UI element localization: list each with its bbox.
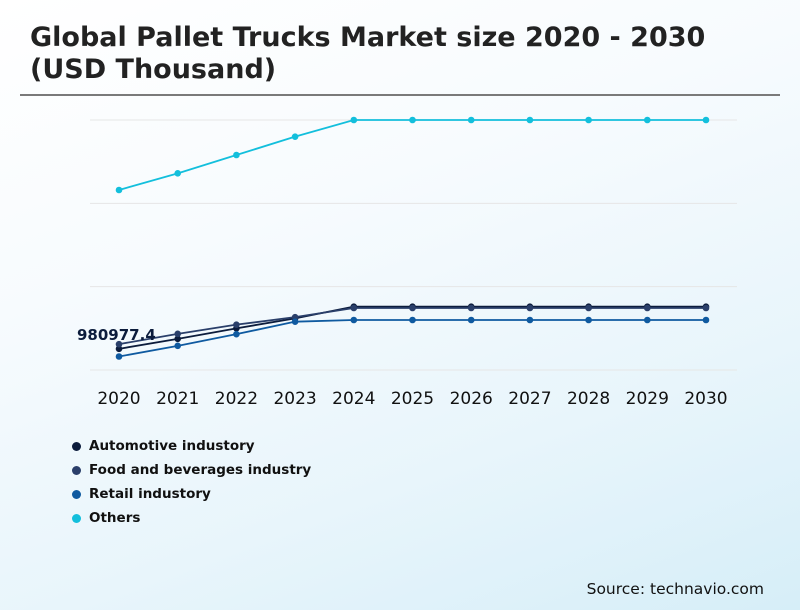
- legend-marker: [72, 489, 81, 499]
- x-tick-label: 2021: [156, 389, 199, 409]
- data-point: [644, 116, 651, 124]
- legend-label: Automotive industory: [89, 438, 255, 454]
- data-point: [702, 116, 710, 124]
- chart-title-line2: (USD Thousand): [30, 54, 277, 85]
- series-line-0: [118, 305, 706, 350]
- title-divider: [20, 94, 780, 96]
- source-credit: Source: technavio.com: [586, 580, 764, 598]
- chart-legend: Automotive industory Food and beverages i…: [72, 434, 311, 530]
- data-point: [467, 304, 475, 312]
- data-point: [409, 304, 416, 312]
- data-point: [115, 345, 123, 353]
- x-tick-label: 2026: [450, 389, 493, 409]
- chart-title-line1: Global Pallet Trucks Market size 2020 - …: [30, 22, 706, 53]
- x-tick-label: 2023: [273, 389, 316, 409]
- x-tick-label: 2022: [215, 389, 258, 409]
- x-tick-label: 2020: [97, 389, 140, 409]
- data-point: [526, 304, 534, 312]
- line-chart: 980977.4 2020 2021 2022 2023 2024 2025 2026 2027…: [77, 116, 737, 409]
- legend-label: Others: [89, 510, 141, 526]
- data-point: [585, 116, 592, 124]
- data-point: [233, 321, 240, 328]
- x-tick-label: 2030: [684, 389, 727, 409]
- data-point: [585, 316, 592, 324]
- x-tick-label: 2029: [626, 389, 669, 409]
- data-point: [585, 304, 592, 312]
- legend-marker: [72, 465, 81, 475]
- legend-label: Retail industory: [89, 486, 211, 502]
- legend-item: Retail industory: [72, 482, 311, 506]
- data-point: [526, 316, 534, 324]
- data-point: [409, 316, 416, 324]
- data-point: [526, 116, 534, 124]
- data-point: [644, 316, 651, 324]
- data-point: [115, 340, 123, 348]
- x-tick-label: 2025: [391, 389, 434, 409]
- legend-marker: [72, 513, 81, 523]
- legend-marker: [72, 441, 81, 451]
- data-point: [350, 316, 358, 324]
- series-line-2: [118, 319, 706, 358]
- x-tick-label: 2027: [508, 389, 551, 409]
- series-line-1: [118, 307, 706, 346]
- x-tick-label: 2024: [332, 389, 375, 409]
- data-point: [174, 342, 181, 350]
- data-point: [291, 133, 299, 140]
- legend-item: Food and beverages industry: [72, 458, 311, 482]
- data-point: [350, 116, 358, 124]
- data-point: [233, 151, 240, 159]
- data-point: [115, 186, 123, 194]
- data-point: [644, 304, 651, 312]
- data-point: [702, 316, 710, 324]
- legend-label: Food and beverages industry: [89, 462, 312, 478]
- data-point: [409, 116, 416, 124]
- data-point: [467, 116, 475, 124]
- chart-title: Global Pallet Trucks Market size 2020 - …: [30, 22, 770, 86]
- data-point: [233, 330, 240, 338]
- data-point: [350, 304, 358, 312]
- data-point: [174, 330, 181, 338]
- data-point: [174, 170, 181, 177]
- data-point: [702, 304, 710, 312]
- data-point: [291, 318, 299, 325]
- data-point: [467, 316, 475, 324]
- legend-item: Automotive industory: [72, 434, 311, 458]
- data-label: 980977.4: [77, 326, 156, 344]
- x-tick-label: 2028: [567, 389, 610, 409]
- data-point: [174, 335, 181, 343]
- data-point: [115, 353, 123, 360]
- legend-item: Others: [72, 506, 311, 530]
- series-line-3: [118, 119, 706, 191]
